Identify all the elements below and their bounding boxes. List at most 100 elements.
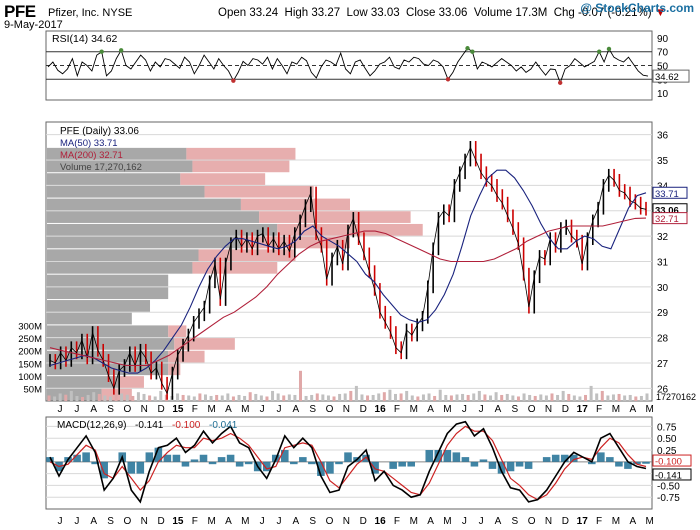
vbp-down-bar (198, 249, 296, 261)
macd-x-tick-label: A (90, 516, 97, 527)
price-last-label: 33.06 (655, 205, 679, 216)
volume-bar (539, 394, 543, 401)
macd-histogram-bar (199, 454, 208, 462)
volume-bar (136, 392, 140, 401)
macd-histogram-bar (299, 457, 307, 462)
price-x-tick-label: 17 (577, 404, 589, 415)
volume-bar (505, 393, 509, 401)
volume-bar (215, 394, 219, 401)
macd-x-tick-label: S (107, 516, 114, 527)
volume-bar (142, 393, 146, 401)
volume-bar (388, 389, 392, 401)
volume-tick-label: 300M (18, 322, 42, 333)
volume-bar (382, 392, 386, 401)
open-value: 33.24 (249, 7, 279, 19)
volume-bar (444, 394, 448, 401)
macd-x-tick-label: S (512, 516, 519, 527)
volume-bar (293, 394, 297, 401)
macd-histogram-bar (542, 457, 551, 462)
volume-bar (326, 395, 330, 401)
volume-bar (483, 394, 487, 401)
macd-x-tick-label: A (427, 516, 434, 527)
macd-histogram-bar (452, 452, 461, 462)
volume-bar (494, 392, 498, 401)
macd-title-label: MACD(12,26,9) (57, 420, 126, 431)
macd-histogram-bar (154, 447, 163, 462)
down-arrow-icon: ▼ (654, 7, 667, 19)
price-last-box (652, 212, 688, 225)
vbp-down-bar (192, 160, 290, 173)
price-x-tick-label: A (427, 404, 434, 415)
vbp-down-bar (168, 363, 181, 376)
macd-x-tick-label: J (277, 516, 282, 527)
volume-bar (438, 389, 442, 401)
vbp-down-bar (259, 211, 411, 223)
macd-x-tick-label: F (394, 516, 400, 527)
volume-bar (449, 395, 453, 401)
vbp-up-bar (47, 249, 199, 261)
macd-histogram-bar (344, 452, 352, 462)
vbp-up-bar (47, 223, 278, 236)
macd-histogram-bar (371, 461, 379, 474)
volume-bar (489, 395, 493, 401)
price-x-tick-label: O (123, 404, 131, 415)
volume-tick-label: 50M (24, 384, 43, 395)
macd-x-tick-label: M (241, 516, 249, 527)
volume-bar (86, 394, 90, 401)
price-x-tick-label: J (479, 404, 484, 415)
macd-x-tick-label: D (562, 516, 569, 527)
volume-bar (192, 396, 196, 401)
volume-bar (131, 395, 135, 401)
price-x-tick-label: N (141, 404, 148, 415)
volume-bar (148, 395, 152, 401)
macd-line (49, 420, 647, 504)
volume-bar (360, 394, 364, 401)
volume-bar (97, 393, 101, 401)
macd-histogram-bar (624, 461, 632, 469)
vbp-up-bar (47, 198, 241, 211)
rsi-overbought-point (597, 49, 602, 54)
price-x-tick-label: M (207, 404, 215, 415)
volume-bar (176, 393, 180, 401)
vbp-down-bar (277, 223, 423, 236)
vbp-up-bar (47, 300, 151, 312)
volume-bar (578, 396, 582, 401)
price-x-tick-label: O (326, 404, 334, 415)
macd-histogram-bar (127, 461, 136, 474)
volume-bar (611, 394, 615, 401)
macd-histogram-bar (362, 454, 370, 462)
rsi-title: RSI(14) 34.62 (52, 33, 118, 45)
vbp-down-bar (180, 173, 266, 185)
volume-last-label: 17270162 (656, 392, 696, 402)
rsi-oversold-point (231, 78, 236, 83)
rsi-overbought-point (470, 49, 475, 54)
macd-legend-value-2: -0.041 (209, 420, 238, 431)
volume-bar (595, 393, 599, 401)
macd-histogram-bar (560, 454, 569, 462)
macd-tick-label: -0.75 (657, 493, 680, 504)
price-tick-label: 36 (657, 131, 669, 142)
volume-bar (394, 393, 398, 401)
macd-histogram-bar (317, 461, 325, 476)
volume-bar (628, 394, 632, 401)
volume-bar (466, 394, 470, 401)
macd-x-tick-label: D (360, 516, 367, 527)
macd-layer: -0.75-0.50-0.250.250.500.75-0.100-0.141 (46, 420, 692, 504)
macd-histogram-bar (461, 457, 470, 462)
volume-bar (81, 396, 85, 401)
ma200-line (49, 217, 647, 367)
volume-bar (103, 395, 107, 401)
price-legend-3: Volume 17,270,162 (60, 162, 142, 173)
vbp-up-bar (47, 173, 181, 185)
rsi-oversold-point (557, 80, 563, 85)
macd-x-tick-label: A (225, 516, 232, 527)
volume-bar (114, 389, 118, 401)
company-name: Pfizer, Inc. NYSE (48, 7, 133, 19)
volume-bar (153, 396, 157, 401)
volume-bar (64, 394, 68, 401)
macd-x-tick-label: A (293, 516, 300, 527)
macd-legend-value-1: -0.100 (172, 420, 201, 431)
vbp-down-bar (186, 147, 296, 160)
volume-bar (203, 394, 207, 401)
